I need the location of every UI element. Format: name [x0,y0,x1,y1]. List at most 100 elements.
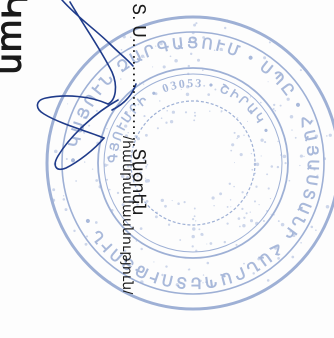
stamp-speckle [185,92,190,97]
stamp-speckle [270,213,272,215]
stamp-speckle [193,215,196,218]
stamp-speckle [276,165,280,169]
stamp-speckle [290,229,293,231]
heading-fragment: Կաղ [0,0,32,76]
stamp-speckle [239,225,241,228]
stamp-speckle [145,165,148,168]
stamp-speckle [211,196,215,200]
stamp-speckle [62,195,65,197]
stamp-speckle [130,36,132,38]
stamp-speckle [223,26,227,30]
stamp-speckle [263,56,267,60]
stamp-speckle [137,103,140,106]
stamp-speckle [282,154,287,159]
stamp-speckle [122,35,126,39]
stamp-speckle [209,242,213,245]
stamp-speckle [152,66,154,68]
stamp-texture [51,19,332,287]
stamp-speckle [284,138,287,140]
stamp-speckle [94,221,98,224]
stamp-speckle [154,92,158,96]
stamp-speckle [279,104,282,107]
stamp-speckle [239,153,243,157]
stamp-speckle [159,42,163,46]
stamp-speckle [245,212,248,215]
stamp-speckle [153,261,155,263]
stamp-speckle [266,173,269,176]
stamp-speckle [160,117,163,119]
stamp-speckle [243,262,245,265]
stamp-speckle [273,213,275,216]
stamp-speckle [289,115,294,119]
stamp-speckle [246,194,248,196]
stamp-speckle [250,152,253,155]
stamp-speckle [213,204,215,207]
stamp-speckle [226,222,229,225]
position-title-line: /հանրամասնություն/ [119,136,136,294]
stamp-speckle [116,191,120,195]
stamp-speckle [231,143,235,147]
stamp-speckle [202,282,204,284]
stamp-speckle [242,224,246,228]
stamp-speckle [118,97,120,99]
stamp-speckle [317,174,319,176]
stamp-speckle [236,117,239,119]
stamp-speckle [131,199,135,203]
stamp-speckle [183,201,186,204]
stamp-speckle [128,199,132,204]
stamp-speckle [180,88,182,90]
stamp-speckle [146,178,150,183]
stamp-speckle [286,97,290,101]
stamp-speckle [139,227,143,230]
stamp-speckle [106,127,108,130]
stamp-speckle [313,168,316,171]
stamp-speckle [142,83,145,85]
stamp-speckle [143,158,146,162]
stamp-speckle [269,197,272,200]
stamp-speckle [156,211,158,214]
handwritten-signature [36,0,137,171]
stamp-speckle [198,84,201,87]
stamp-speckle [140,280,144,284]
stamp-speckle [299,154,303,158]
stamp-speckle [125,111,128,115]
signature-dots: .................. [129,42,149,149]
stamp-speckle [155,45,157,47]
stamp-speckle [193,111,196,114]
stamp-speckle [272,107,275,111]
stamp-speckle [174,59,178,63]
stamp-speckle [277,140,279,143]
stamp-speckle [122,167,124,169]
stamp-speckle [201,69,204,72]
stamp-speckle [129,110,131,112]
stamp-speckle [84,116,88,120]
stamp-speckle [223,240,227,244]
stamp-speckle [140,247,143,251]
stamp-speckle [199,279,202,283]
stamp-speckle [171,200,173,202]
stamp-speckle [311,119,314,122]
stamp-speckle [326,135,328,137]
stamp-speckle [288,179,291,182]
stamp-speckle [254,172,256,175]
stamp-speckle [294,136,297,139]
stamp-speckle [106,164,109,166]
stamp-speckle [124,134,128,138]
stamp-speckle [277,257,280,260]
stamp-speckle [189,52,193,56]
stamp-speckle [138,171,143,175]
stamp-speckle [268,41,271,44]
stamp-speckle [103,163,107,166]
stamp-speckle [206,261,210,265]
stamp-speckle [169,55,172,58]
stamp-speckle [187,269,190,271]
stamp-speckle [106,156,111,160]
stamp-speckle [316,175,319,178]
stamp-speckle [120,49,123,51]
stamp-speckle [226,205,229,208]
stamp-speckle [314,134,319,138]
stamp-speckle [125,176,130,180]
stamp-speckle [241,207,244,211]
stamp-speckle [191,31,195,35]
stamp-speckle [73,229,76,233]
